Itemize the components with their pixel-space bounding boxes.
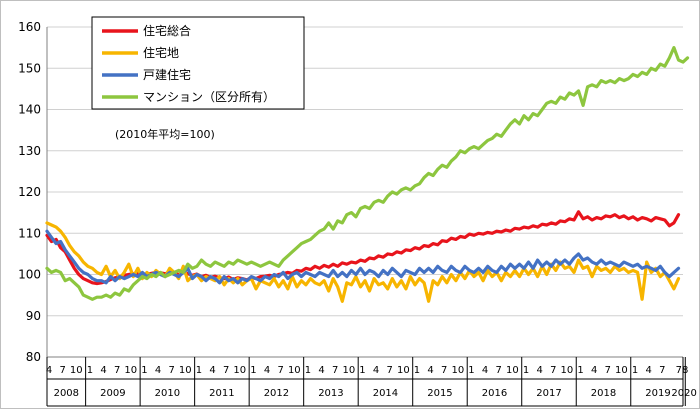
x-tick-label: 10: [615, 365, 628, 376]
x-axis: 4 7 10 1 4 7 10 1 4 7 10 1 4 7 10 1 4 7 10 1 4 7 10 1 4 7 10 1 4 7 10 1…: [46, 357, 697, 407]
x-tick-label: 4: [536, 365, 542, 376]
x-tick-label: 10: [179, 365, 192, 376]
y-tick-label: 110: [18, 226, 41, 240]
x-tick-label: 7: [168, 365, 174, 376]
legend-label: 住宅総合: [143, 23, 191, 38]
y-tick-label: 80: [26, 350, 41, 364]
x-tick-label: 4: [427, 365, 433, 376]
year-label: 2014: [373, 388, 398, 399]
year-label: 2019: [645, 388, 670, 399]
y-tick-label: 120: [18, 185, 41, 199]
x-tick-label: 1: [141, 365, 147, 376]
x-tick-label: 4: [591, 365, 597, 376]
y-tick-label: 90: [26, 309, 41, 323]
chart-note: (2010年平均=100): [115, 127, 215, 141]
year-label: 2009: [100, 388, 125, 399]
x-tick-label: 10: [124, 365, 137, 376]
year-label: 2008: [54, 388, 79, 399]
series-lines: [45, 45, 690, 303]
x-tick-label: 1: [87, 365, 93, 376]
x-tick-label: 78: [676, 365, 689, 376]
y-tick-label: 140: [18, 103, 41, 117]
year-label: 2015: [427, 388, 452, 399]
y-tick-label: 100: [18, 268, 41, 282]
x-tick-label: 10: [233, 365, 246, 376]
y-tick-label: 130: [18, 144, 41, 158]
year-label: 2011: [209, 388, 234, 399]
x-tick-label: 7: [441, 365, 447, 376]
x-tick-label: 7: [332, 365, 338, 376]
x-tick-label: 7: [659, 365, 665, 376]
y-tick-label: 150: [18, 61, 41, 75]
year-label: 2020: [671, 388, 696, 399]
x-tick-label: 4: [209, 365, 215, 376]
x-tick-label: 7: [605, 365, 611, 376]
x-tick-label: 1: [414, 365, 420, 376]
x-tick-label: 4: [318, 365, 324, 376]
x-tick-label: 7: [59, 365, 65, 376]
x-tick-label: 10: [70, 365, 83, 376]
x-tick-label: 7: [496, 365, 502, 376]
x-tick-label: 7: [223, 365, 229, 376]
x-tick-label: 1: [359, 365, 365, 376]
x-tick-label: 1: [305, 365, 311, 376]
x-tick-label: 1: [577, 365, 583, 376]
x-tick-label: 10: [506, 365, 519, 376]
x-tick-label: 7: [387, 365, 393, 376]
y-tick-label: 160: [18, 20, 41, 34]
legend-label: マンション（区分所有）: [143, 90, 275, 104]
x-tick-label: 10: [451, 365, 464, 376]
year-label: 2018: [591, 388, 616, 399]
x-tick-label: 4: [645, 365, 651, 376]
x-tick-label: 1: [468, 365, 474, 376]
x-tick-label: 1: [523, 365, 529, 376]
x-tick-label: 4: [100, 365, 106, 376]
x-tick-label: 10: [342, 365, 355, 376]
x-tick-label: 7: [277, 365, 283, 376]
x-tick-label: 10: [397, 365, 410, 376]
x-tick-label: 4: [264, 365, 270, 376]
x-tick-label: 10: [288, 365, 301, 376]
series-line: [45, 45, 690, 301]
year-label: 2017: [536, 388, 561, 399]
legend-label: 戸建住宅: [143, 67, 191, 82]
x-tick-label: 1: [632, 365, 638, 376]
year-label: 2012: [264, 388, 289, 399]
y-axis: 80 90 100 110 120 130 140 150 160: [18, 20, 683, 364]
legend-label: 住宅地: [143, 45, 179, 60]
year-label: 2010: [155, 388, 180, 399]
x-tick-label: 4: [373, 365, 379, 376]
x-tick-label: 10: [561, 365, 574, 376]
x-tick-label: 7: [114, 365, 120, 376]
x-tick-label: 1: [250, 365, 256, 376]
year-label: 2016: [482, 388, 507, 399]
x-tick-label: 1: [196, 365, 202, 376]
x-tick-label: 7: [550, 365, 556, 376]
x-tick-label: 4: [155, 365, 161, 376]
x-tick-label: 4: [46, 365, 52, 376]
x-tick-label: 4: [482, 365, 488, 376]
year-label: 2013: [318, 388, 343, 399]
